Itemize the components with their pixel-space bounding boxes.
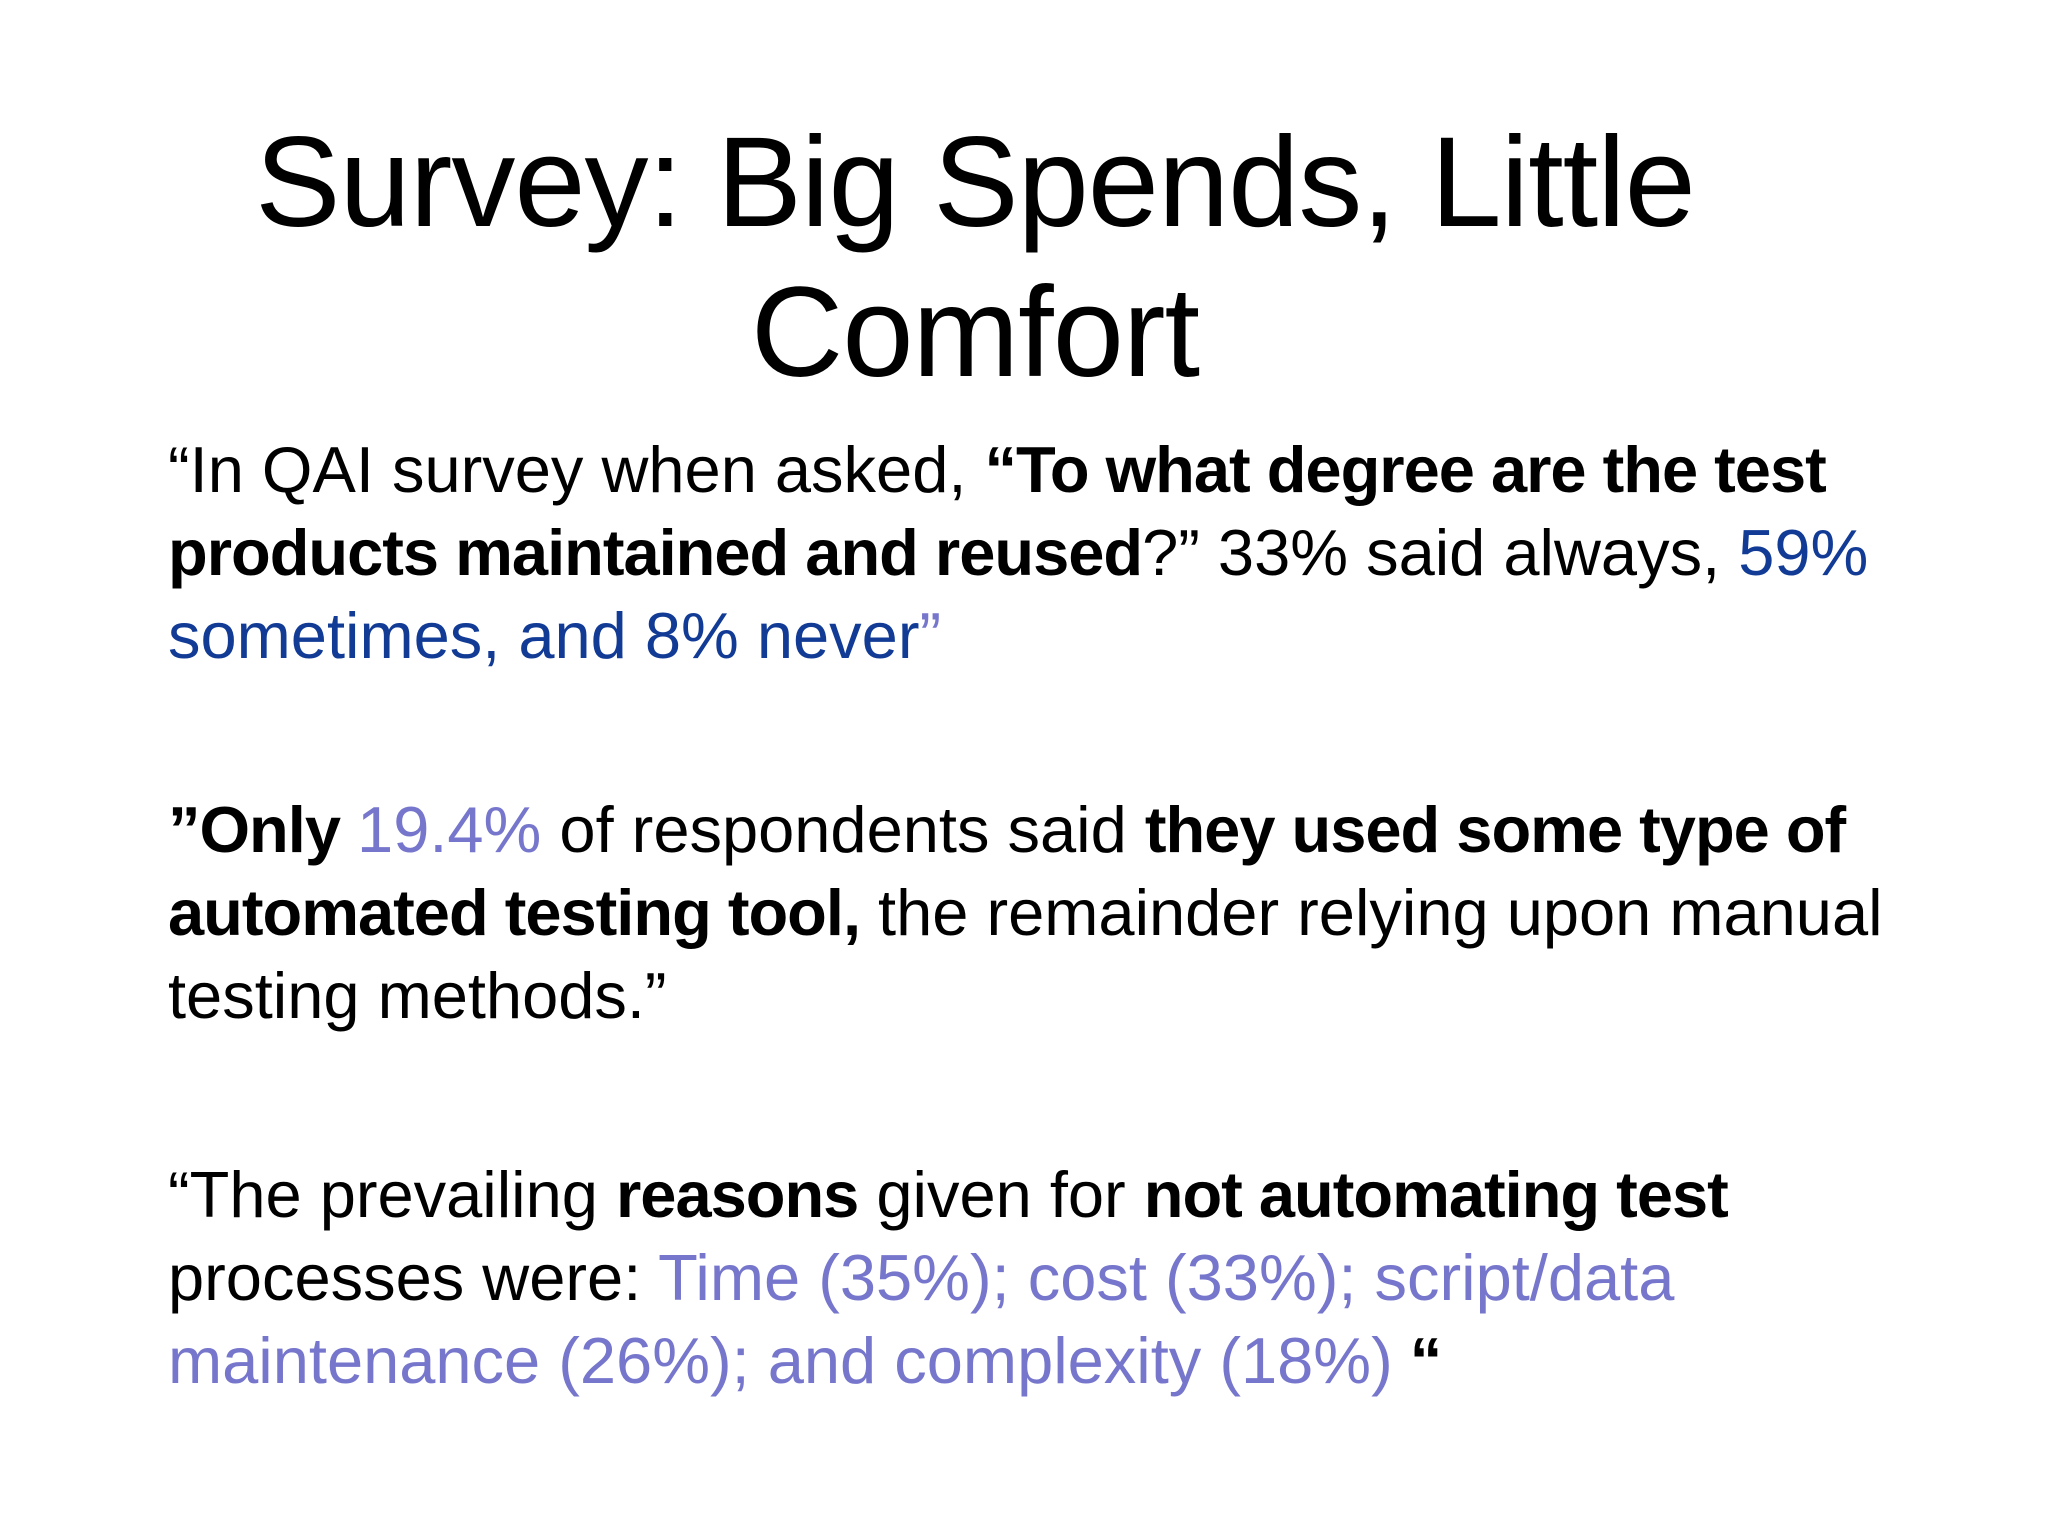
- quote-only-bold: ”Only: [168, 793, 358, 866]
- survey-quote-automation-tools: ”Only 19.4% of respondents said they use…: [168, 788, 1928, 1037]
- quote-not-automating-bold: not automating test: [1143, 1158, 1729, 1231]
- quote-automated-tool-bold: they used some type of automated testing…: [168, 793, 1846, 949]
- quote-always-text: ?” 33% said always,: [1142, 516, 1739, 589]
- quote-reasons-bold: reasons: [616, 1158, 859, 1231]
- slide-title: Survey: Big Spends, Little Comfort: [150, 108, 1800, 408]
- survey-quote-reuse: “In QAI survey when asked, “To what degr…: [168, 428, 1928, 677]
- quote-manual-testing-text: the remainder relying upon manual testin…: [168, 876, 1883, 1032]
- quote-respondents-text: of respondents said: [541, 793, 1145, 866]
- quote-intro-text: “In QAI survey when asked,: [168, 433, 985, 506]
- quote-closing-mark: “: [1392, 1324, 1443, 1397]
- slide-title-line-2: Comfort: [750, 261, 1200, 404]
- quote-sometimes-never-highlight: 59% sometimes, and 8% never: [168, 516, 1869, 672]
- slide-title-line-1: Survey: Big Spends, Little: [255, 111, 1696, 254]
- survey-quote-reasons: “The prevailing reasons given for not au…: [168, 1153, 1928, 1402]
- quote-given-for-text: given for: [858, 1158, 1144, 1231]
- quote-reasons-list-highlight: Time (35%); cost (33%); script/data main…: [168, 1241, 1675, 1397]
- quote-processes-text: processes were:: [168, 1241, 659, 1314]
- quote-percentage-highlight: 19.4%: [357, 793, 542, 866]
- quote-closing-mark: ”: [919, 599, 942, 672]
- quote-question-bold: “To what degree are the test products ma…: [168, 433, 1827, 589]
- quote-prevailing-text: “The prevailing: [168, 1158, 616, 1231]
